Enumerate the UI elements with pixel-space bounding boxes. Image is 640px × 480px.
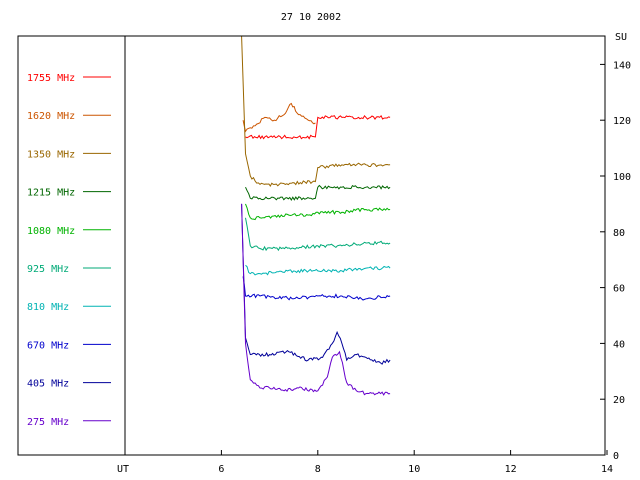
y-tick-label: 60 — [613, 284, 625, 295]
x-axis-label: UT — [117, 464, 129, 475]
legend-label: 925 MHz — [27, 264, 69, 275]
legend-label: 1350 MHz — [27, 149, 75, 160]
plot-frame — [17, 35, 606, 456]
legend-label: 405 MHz — [27, 379, 69, 390]
axis-ticks: 6 8 10 12 140 20 40 60 80 100 120 140 — [218, 60, 631, 475]
y-tick-label: 80 — [613, 228, 625, 239]
y-tick-label: 0 — [613, 451, 619, 462]
legend-label: 1755 MHz — [27, 73, 75, 84]
legend-label: 810 MHz — [27, 302, 69, 313]
legend-label: 275 MHz — [27, 417, 69, 428]
y-tick-label: 140 — [613, 60, 631, 71]
series-line — [245, 203, 391, 221]
series-line — [241, 36, 391, 187]
x-tick-label: 12 — [505, 464, 517, 475]
y-tick-label: 120 — [613, 116, 631, 127]
x-tick-label: 10 — [408, 464, 420, 475]
series-line — [242, 276, 391, 301]
legend: 1755 MHz 1620 MHz 1350 MHz 1215 MHz 1080 MHz… — [27, 73, 111, 428]
series-line — [245, 114, 391, 140]
legend-label: 1620 MHz — [27, 111, 75, 122]
x-tick-label: 14 — [601, 464, 613, 475]
y-axis-label: SU — [615, 32, 627, 43]
chart-title: 27 10 2002 — [281, 12, 341, 23]
x-tick-label: 6 — [218, 464, 224, 475]
series-line — [245, 184, 391, 201]
legend-label: 1215 MHz — [27, 188, 75, 199]
y-tick-label: 100 — [613, 172, 631, 183]
series-line — [241, 203, 391, 365]
series-line — [241, 203, 391, 396]
legend-label: 670 MHz — [27, 340, 69, 351]
x-tick-label: 8 — [315, 464, 321, 475]
series-line — [245, 217, 391, 252]
series-line — [245, 264, 391, 276]
legend-label: 1080 MHz — [27, 226, 75, 237]
y-tick-label: 40 — [613, 339, 625, 350]
y-tick-label: 20 — [613, 395, 625, 406]
series-lines — [241, 36, 391, 396]
series-line — [242, 102, 316, 133]
